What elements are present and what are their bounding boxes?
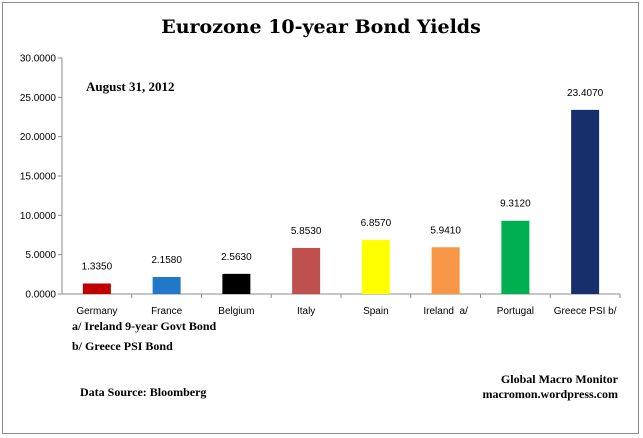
- bar: [501, 220, 530, 294]
- category-label: Portugal: [497, 306, 534, 317]
- y-tick-label: 0.0000: [25, 290, 56, 301]
- y-tick-label: 15.0000: [20, 172, 57, 183]
- note-greece: b/ Greece PSI Bond: [72, 339, 173, 353]
- category-labels: Germany France Belgium Italy Spain Ireland a/…: [76, 294, 621, 317]
- chart-title: Eurozone 10-year Bond Yields: [161, 16, 481, 38]
- note-ireland: a/ Ireland 9-year Govt Bond: [72, 319, 217, 333]
- bar: [571, 109, 600, 295]
- bars: [82, 109, 600, 295]
- bar: [82, 283, 111, 294]
- y-tick-label: 20.0000: [20, 132, 57, 143]
- data-label: 2.5630: [221, 252, 252, 263]
- credit-url: macromon.wordpress.com: [482, 387, 618, 401]
- data-label: 6.8570: [361, 218, 392, 229]
- bar: [431, 247, 460, 294]
- data-label: 1.3350: [82, 261, 113, 272]
- data-labels: 1.3350 2.1580 2.5630 5.8530 6.8570 5.9410 9.31…: [82, 88, 604, 273]
- data-source: Data Source: Bloomberg: [80, 385, 206, 399]
- category-label: Spain: [363, 306, 389, 317]
- chart-frame: [2, 2, 639, 434]
- data-label: 5.8530: [291, 226, 322, 237]
- category-label: Ireland a/: [423, 306, 468, 317]
- bar: [361, 240, 390, 294]
- date-label: August 31, 2012: [86, 79, 175, 94]
- bar: [222, 273, 251, 294]
- credit-name: Global Macro Monitor: [501, 372, 619, 386]
- y-tick-label: 5.0000: [25, 250, 56, 261]
- category-label: Germany: [76, 306, 117, 317]
- y-tick-label: 25.0000: [20, 93, 57, 104]
- bar: [292, 247, 321, 294]
- bar: [152, 277, 181, 294]
- data-label: 23.4070: [567, 88, 604, 99]
- category-label: France: [151, 306, 183, 317]
- data-label: 2.1580: [151, 255, 182, 266]
- category-label: Greece PSI b/: [554, 306, 617, 317]
- category-label: Belgium: [218, 306, 254, 317]
- y-tick-label: 30.0000: [20, 54, 57, 65]
- category-label: Italy: [297, 306, 315, 317]
- y-axis-ticks: 0.0000 5.0000 10.0000 15.0000 20.0000 25.0000…: [20, 54, 62, 301]
- data-label: 9.3120: [500, 199, 531, 210]
- y-tick-label: 10.0000: [20, 211, 57, 222]
- data-label: 5.9410: [430, 225, 461, 236]
